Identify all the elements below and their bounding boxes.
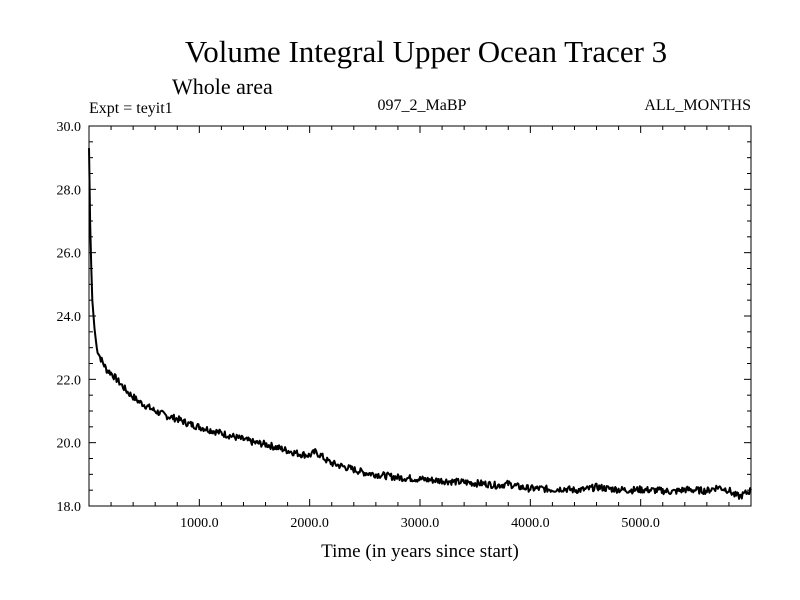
y-tick-label: 26.0 bbox=[57, 247, 82, 262]
months-label: ALL_MONTHS bbox=[644, 97, 751, 114]
y-axis-tick-labels: 18.0 20.0 22.0 24.0 26.0 28.0 30.0 bbox=[57, 120, 82, 515]
x-tick-label: 5000.0 bbox=[621, 516, 660, 531]
x-tick-label: 1000.0 bbox=[180, 516, 219, 531]
x-axis-label: Time (in years since start) bbox=[321, 541, 519, 562]
series-line bbox=[88, 148, 752, 500]
x-axis-tick-labels: 1000.0 2000.0 3000.0 4000.0 5000.0 bbox=[180, 516, 660, 531]
y-tick-label: 24.0 bbox=[57, 310, 82, 325]
x-axis-ticks bbox=[88, 126, 752, 506]
y-tick-label: 28.0 bbox=[57, 183, 82, 198]
experiment-label: Expt = teyit1 bbox=[89, 100, 173, 117]
x-tick-label: 3000.0 bbox=[401, 516, 440, 531]
y-tick-label: 22.0 bbox=[57, 373, 82, 388]
y-tick-label: 20.0 bbox=[57, 437, 82, 452]
chart-subtitle: Whole area bbox=[172, 74, 273, 99]
y-axis-ticks bbox=[89, 125, 751, 507]
x-tick-label: 4000.0 bbox=[511, 516, 550, 531]
run-label: 097_2_MaBP bbox=[378, 97, 467, 114]
y-tick-label: 18.0 bbox=[57, 500, 82, 515]
y-tick-label: 30.0 bbox=[57, 120, 82, 135]
plot-frame bbox=[88, 125, 752, 507]
x-tick-label: 2000.0 bbox=[290, 516, 329, 531]
chart-title: Volume Integral Upper Ocean Tracer 3 bbox=[185, 34, 667, 69]
